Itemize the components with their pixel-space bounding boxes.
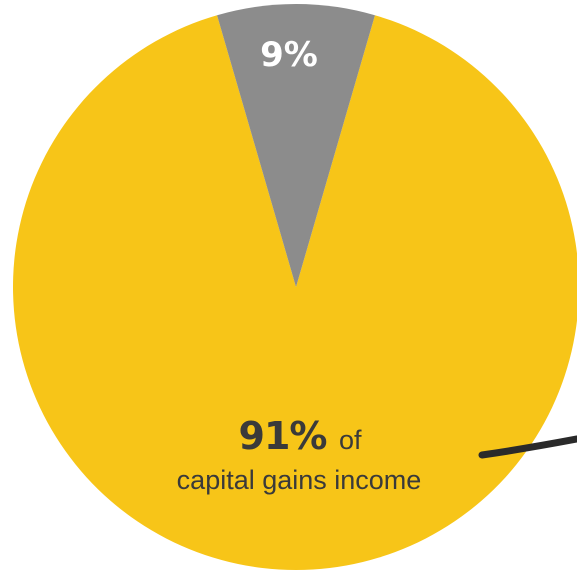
pie-slices — [13, 4, 577, 571]
minor-slice-label: 9% — [260, 35, 318, 75]
major-slice-label: 91% of — [239, 414, 362, 458]
major-of-label: of — [339, 425, 362, 455]
pie-slice-minor — [217, 4, 375, 288]
major-caption-label: capital gains income — [177, 465, 422, 495]
major-percent-label: 91% — [239, 414, 327, 458]
pie-slice-major — [13, 15, 577, 571]
pointer-line — [478, 435, 577, 459]
